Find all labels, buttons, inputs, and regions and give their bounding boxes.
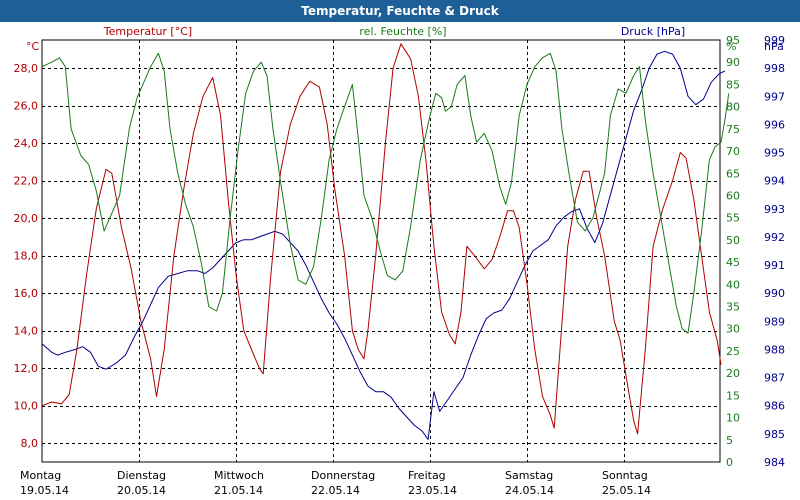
temperature-tick: 28,0 [14,62,39,75]
pressure-tick: 999 [764,34,785,47]
humidity-tick: 30 [726,323,740,336]
pressure-tick: 992 [764,231,785,244]
day-date-label: 21.05.14 [214,484,263,497]
day-name-label: Sonntag [602,469,648,482]
series-temperature-line [41,43,722,435]
humidity-tick: 10 [726,412,740,425]
temperature-tick: 18,0 [14,250,39,263]
temperature-tick: 12,0 [14,362,39,375]
temperature-tick: 26,0 [14,100,39,113]
axis-labels: °C Temperatur [°C] rel. Feuchte [%] Druck [… [26,25,784,53]
temperature-tick: 8,0 [21,437,39,450]
pressure-tick: 995 [764,147,785,160]
humidity-axis-label: rel. Feuchte [%] [359,25,446,38]
humidity-tick: 50 [726,234,740,247]
day-name-label: Freitag [408,469,446,482]
day-date-label: 23.05.14 [408,484,457,497]
pressure-axis-label: Druck [hPa] [621,25,685,38]
series-layer [41,43,730,440]
day-date-label: 19.05.14 [20,484,69,497]
humidity-tick: 80 [726,101,740,114]
humidity-tick: 95 [726,34,740,47]
pressure-tick: 991 [764,259,785,272]
humidity-tick: 40 [726,278,740,291]
pressure-tick: 987 [764,372,785,385]
axis-ticks: 8,0 10,0 12,0 14,0 16,0 18,0 20,0 22,0 24,0 26,0 2… [14,34,786,469]
temperature-axis-label: Temperatur [°C] [103,25,192,38]
window-title: Temperatur, Feuchte & Druck [0,0,800,22]
humidity-tick: 55 [726,212,740,225]
humidity-tick: 90 [726,56,740,69]
pressure-tick: 984 [764,456,785,469]
pressure-tick: 993 [764,203,785,216]
humidity-unit-label: % [726,40,736,53]
series-pressure-line [41,50,726,440]
day-name-label: Samstag [505,469,553,482]
pressure-tick: 988 [764,343,785,356]
humidity-tick: 25 [726,345,740,358]
plot-frame [41,39,721,463]
humidity-tick: 85 [726,78,740,91]
pressure-tick: 997 [764,90,785,103]
temperature-tick: 14,0 [14,325,39,338]
pressure-unit-label: hPa [764,40,784,53]
humidity-tick: 0 [726,456,733,469]
humidity-tick: 70 [726,145,740,158]
humidity-tick: 60 [726,189,740,202]
day-date-label: 20.05.14 [117,484,166,497]
day-name-label: Donnerstag [311,469,375,482]
day-date-label: 25.05.14 [602,484,651,497]
day-name-label: Dienstag [117,469,166,482]
temperature-tick: 24,0 [14,137,39,150]
grid-lines [41,39,721,463]
temperature-tick: 20,0 [14,212,39,225]
humidity-tick: 65 [726,167,740,180]
day-date-label: 24.05.14 [505,484,554,497]
humidity-tick: 15 [726,389,740,402]
pressure-tick: 998 [764,62,785,75]
temperature-unit-label: °C [26,40,40,53]
temperature-tick: 16,0 [14,287,39,300]
pressure-tick: 985 [764,428,785,441]
humidity-tick: 20 [726,367,740,380]
pressure-tick: 986 [764,400,785,413]
pressure-tick: 996 [764,118,785,131]
pressure-tick: 989 [764,315,785,328]
humidity-tick: 35 [726,301,740,314]
pressure-tick: 994 [764,175,785,188]
day-name-label: Montag [20,469,61,482]
pressure-tick: 990 [764,287,785,300]
humidity-tick: 5 [726,434,733,447]
humidity-tick: 75 [726,123,740,136]
temperature-tick: 10,0 [14,400,39,413]
series-humidity-line [41,52,730,334]
humidity-tick: 45 [726,256,740,269]
day-date-label: 22.05.14 [311,484,360,497]
temperature-tick: 22,0 [14,175,39,188]
day-name-label: Mittwoch [214,469,264,482]
day-labels: Montag 19.05.14 Dienstag 20.05.14 Mittwoch 21… [20,469,651,497]
